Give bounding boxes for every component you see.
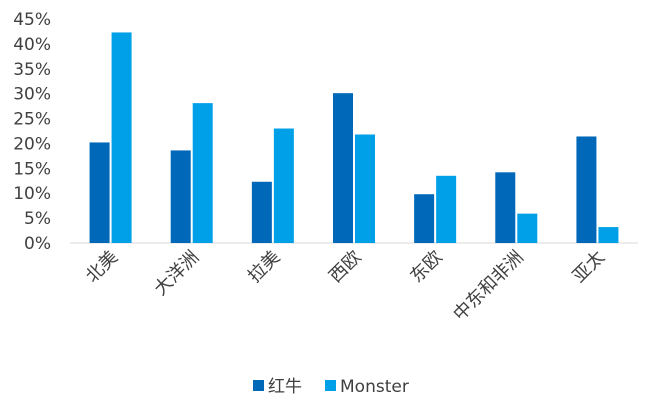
y-tick-label: 25% bbox=[13, 110, 51, 130]
y-tick-label: 40% bbox=[13, 35, 51, 55]
bar-redbull bbox=[170, 150, 191, 243]
bar-monster bbox=[517, 213, 538, 243]
legend-label: Monster bbox=[340, 377, 409, 397]
y-tick-label: 10% bbox=[13, 184, 51, 204]
x-axis-labels: 北美 大洋洲 拉美 西欧 东欧 中东和非洲 亚太 bbox=[82, 247, 609, 325]
bar-monster bbox=[436, 175, 457, 243]
bar-monster bbox=[355, 134, 375, 243]
y-tick-label: 45% bbox=[13, 10, 51, 30]
y-tick-label: 35% bbox=[13, 60, 51, 80]
bar-monster bbox=[111, 32, 132, 243]
x-category-label: 亚太 bbox=[569, 247, 609, 287]
y-tick-label: 30% bbox=[13, 85, 51, 105]
bar-monster bbox=[192, 103, 213, 243]
x-category-label: 西欧 bbox=[325, 247, 365, 287]
y-tick-label: 20% bbox=[13, 134, 51, 154]
bar-monster bbox=[273, 128, 294, 243]
y-tick-label: 5% bbox=[24, 209, 51, 229]
bar-redbull bbox=[576, 136, 597, 243]
x-category-label: 拉美 bbox=[244, 247, 284, 287]
x-category-label: 东欧 bbox=[406, 247, 446, 287]
legend-label: 红牛 bbox=[268, 377, 302, 397]
bar-redbull bbox=[333, 93, 353, 244]
bar-redbull bbox=[414, 194, 435, 243]
y-tick-label: 0% bbox=[24, 234, 51, 254]
x-category-label: 大洋洲 bbox=[150, 247, 203, 300]
bars bbox=[89, 32, 619, 244]
bar-redbull bbox=[495, 172, 516, 243]
x-category-label: 中东和非洲 bbox=[449, 247, 527, 325]
legend-swatch bbox=[325, 380, 336, 391]
legend-swatch bbox=[253, 380, 264, 391]
x-category-label: 北美 bbox=[82, 247, 122, 287]
bar-monster bbox=[598, 227, 619, 243]
bar-redbull bbox=[89, 142, 110, 243]
legend: 红牛 Monster bbox=[253, 377, 409, 397]
y-tick-label: 15% bbox=[13, 159, 51, 179]
bar-redbull bbox=[251, 181, 272, 243]
y-axis: 0% 5% 10% 15% 20% 25% 30% 35% 40% 45% bbox=[13, 10, 51, 254]
